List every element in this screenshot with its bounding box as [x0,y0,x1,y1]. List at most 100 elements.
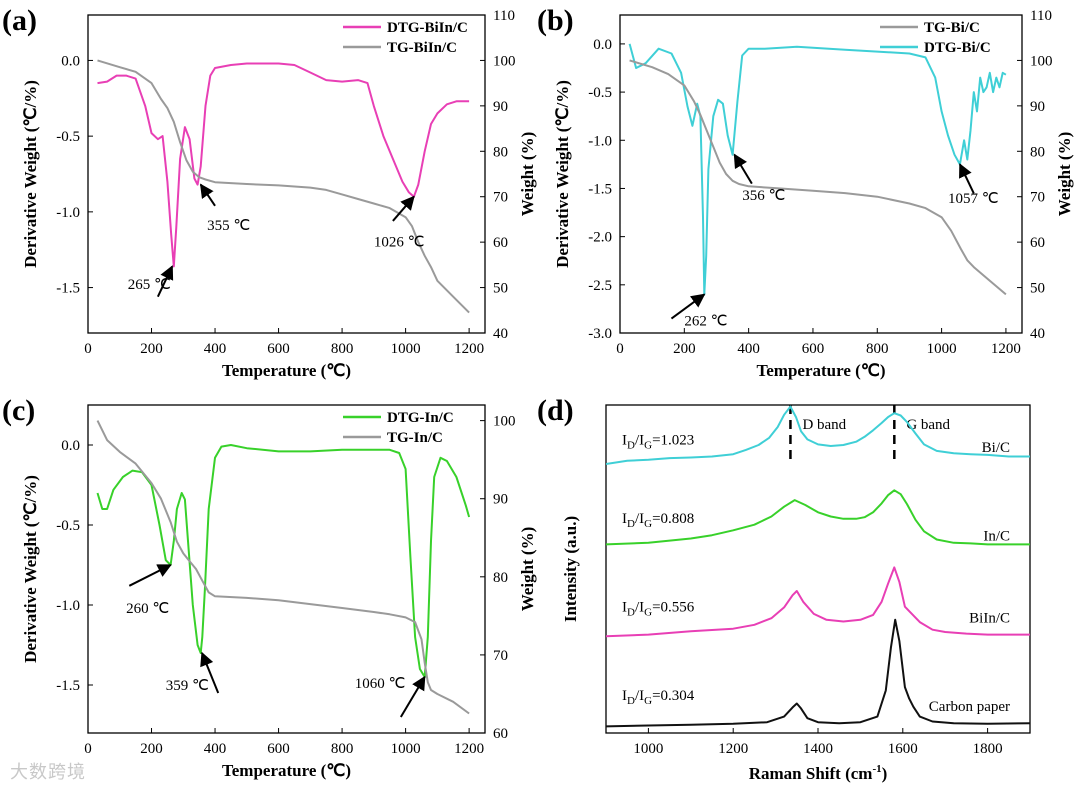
y-tick-label: -1.5 [588,181,612,197]
legend-label: TG-Bi/C [924,20,980,36]
y2-axis-title: Weight (%) [518,527,537,612]
y2-tick-label: 80 [493,570,508,586]
annotation-arrow [128,564,172,587]
y2-tick-label: 50 [1030,281,1045,297]
ratio-value: =0.808 [652,511,694,527]
x-tick-label: 0 [84,741,92,757]
intensity-ratio-label: ID/IG=0.304 [622,688,695,707]
y-tick-label: -0.5 [56,129,80,145]
y-axis-title: Derivative Weight (℃/%) [21,475,40,663]
series-name-label: Carbon paper [929,699,1010,715]
y2-tick-label: 110 [493,8,515,24]
y-tick-label: 0.0 [61,53,80,69]
series-name-label: BiIn/C [969,611,1010,627]
series-line-tg-biin-c [97,59,470,314]
ratio-mid: /I [635,511,644,527]
y2-tick-label: 80 [1030,144,1045,160]
series-line-dtg-in-c [96,444,471,678]
annotation-arrow [392,195,415,222]
ratio-sub: G [644,695,652,707]
y-tick-label: -3.0 [588,326,612,342]
band-marker-label: G band [906,417,950,433]
x-tick-label: 200 [140,341,163,357]
ratio-mid: /I [635,600,644,616]
x-tick-label: 1200 [991,341,1021,357]
ratio-prefix: I [622,432,627,448]
annotation-arrow [399,675,426,718]
x-tick-label: 1400 [803,741,833,757]
x-tick-label: 1200 [718,741,748,757]
ratio-value: =0.556 [652,600,695,616]
annotation-arrow [959,163,975,194]
legend-label: DTG-BiIn/C [387,20,468,36]
ratio-value: =0.304 [652,688,695,704]
y2-axis-title: Weight (%) [518,132,537,217]
y-tick-label: -1.0 [588,133,612,149]
x-axis-title-sup: -1 [872,763,881,775]
y2-tick-label: 60 [1030,235,1045,251]
y2-tick-label: 70 [493,648,508,664]
y2-tick-label: 70 [1030,190,1045,206]
x-tick-label: 600 [802,341,825,357]
series-line-dtg-bi-c [628,43,1007,296]
x-tick-label: 800 [331,341,354,357]
y2-tick-label: 70 [493,190,508,206]
y2-tick-label: 90 [493,99,508,115]
ratio-prefix: I [622,688,627,704]
x-tick-label: 0 [84,341,92,357]
x-tick-label: 1000 [391,341,421,357]
y2-tick-label: 40 [1030,326,1045,342]
series-name-label: Bi/C [982,440,1010,456]
y2-tick-label: 80 [493,144,508,160]
x-axis-title: Temperature (℃) [222,361,351,380]
plot-frame [87,404,486,734]
annotation-label: 1060 ℃ [355,676,406,692]
legend-label: DTG-Bi/C [924,40,991,56]
x-tick-label: 1000 [633,741,663,757]
y2-tick-label: 50 [493,281,508,297]
y2-tick-label: 40 [493,326,508,342]
x-tick-label: 400 [204,341,227,357]
ratio-prefix: I [622,600,627,616]
watermark-text: 大数跨境 [10,762,86,783]
ratio-sub: D [627,518,635,530]
series-line-tg-in-c [96,420,470,715]
series-line-biin-c [606,566,1030,638]
x-tick-label: 600 [267,341,290,357]
x-axis-title: Raman Shift (cm-1) [749,763,888,783]
intensity-ratio-label: ID/IG=1.023 [622,432,694,451]
x-axis-title: Temperature (℃) [222,761,351,780]
series-line-bi-c [606,405,1030,465]
x-tick-label: 800 [866,341,889,357]
band-marker-label: D band [802,417,846,433]
y-tick-label: 0.0 [61,438,80,454]
series-line-carbon-paper [606,618,1030,728]
y-tick-label: -0.5 [588,85,612,101]
x-tick-label: 200 [140,741,163,757]
y-tick-label: 0.0 [593,37,612,53]
y2-tick-label: 110 [1030,8,1052,24]
ratio-prefix: I [622,511,627,527]
annotation-label: 265 ℃ [128,277,171,293]
ratio-sub: D [627,607,635,619]
x-axis-title-end: ) [882,764,888,783]
annotation-label: 359 ℃ [166,678,209,694]
x-tick-label: 1800 [973,741,1003,757]
legend-label: TG-BiIn/C [387,40,457,56]
panel-label: (a) [2,4,37,37]
y2-tick-label: 100 [493,53,516,69]
y-tick-label: -1.5 [56,281,80,297]
ratio-mid: /I [635,688,644,704]
annotation-label: 356 ℃ [742,188,785,204]
ratio-value: =1.023 [652,432,694,448]
plot-frame [87,14,486,334]
panel-label: (b) [537,4,574,37]
y-tick-label: -2.5 [588,278,612,294]
legend-label: DTG-In/C [387,410,454,426]
y-tick-label: -2.0 [588,230,612,246]
x-tick-label: 1200 [454,741,484,757]
panel-label: (d) [537,394,574,427]
y2-axis-title: Weight (%) [1055,132,1074,217]
y-tick-label: -1.5 [56,678,80,694]
